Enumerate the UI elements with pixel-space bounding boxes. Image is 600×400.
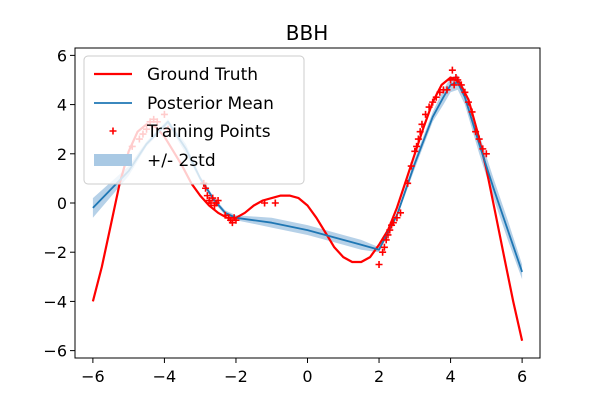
x-tick-label: 0 xyxy=(302,367,312,386)
training-point xyxy=(418,120,426,128)
training-point xyxy=(382,236,390,244)
training-point xyxy=(479,145,487,153)
legend-swatch-band xyxy=(94,154,132,166)
training-point xyxy=(411,147,419,155)
y-tick-label: 0 xyxy=(57,194,67,213)
training-point xyxy=(384,231,392,239)
training-point xyxy=(389,219,397,227)
y-tick-label: 6 xyxy=(57,46,67,65)
training-point xyxy=(203,192,211,200)
training-point xyxy=(393,214,401,222)
x-tick-label: −6 xyxy=(81,367,105,386)
training-point xyxy=(457,81,465,89)
training-point xyxy=(214,197,222,205)
training-point xyxy=(450,81,458,89)
x-tick-label: 2 xyxy=(374,367,384,386)
training-point xyxy=(422,110,430,118)
x-tick-label: −2 xyxy=(224,367,248,386)
x-tick-label: 6 xyxy=(517,367,527,386)
training-point xyxy=(482,150,490,158)
y-tick-label: −6 xyxy=(43,342,67,361)
training-point xyxy=(468,108,476,116)
training-point xyxy=(436,88,444,96)
training-point xyxy=(232,216,240,224)
training-point xyxy=(443,86,451,94)
y-tick-label: 2 xyxy=(57,145,67,164)
training-point xyxy=(397,209,404,217)
training-point xyxy=(221,211,229,219)
training-point xyxy=(447,76,455,84)
x-tick-label: 4 xyxy=(445,367,455,386)
training-point xyxy=(454,76,462,84)
training-point xyxy=(448,66,456,74)
legend-box xyxy=(83,55,305,185)
training-point xyxy=(379,248,387,256)
y-tick-label: −2 xyxy=(43,243,67,262)
training-point xyxy=(404,179,412,187)
y-tick-label: −4 xyxy=(43,292,67,311)
training-point xyxy=(414,135,422,143)
x-axis-ticks: −6 −4 −2 0 2 4 6 xyxy=(81,358,527,386)
training-point xyxy=(407,162,415,170)
training-point xyxy=(375,261,383,269)
training-point xyxy=(202,184,210,192)
training-point xyxy=(429,98,437,106)
training-point xyxy=(271,199,279,207)
training-point xyxy=(380,243,388,251)
legend-swatch-training-points xyxy=(109,127,117,135)
y-axis-ticks: −6 −4 −2 0 2 4 6 xyxy=(43,46,75,361)
training-point xyxy=(461,88,469,96)
legend-label: Ground Truth xyxy=(147,65,258,85)
training-point xyxy=(261,199,269,207)
training-point xyxy=(209,194,217,202)
training-point xyxy=(464,98,472,106)
training-point xyxy=(386,226,394,234)
legend-label: +/- 2std xyxy=(147,151,216,171)
training-point xyxy=(413,142,421,150)
training-point xyxy=(416,128,424,136)
training-point xyxy=(432,93,440,101)
training-point xyxy=(228,219,236,227)
chart-title: BBH xyxy=(286,21,328,45)
training-point xyxy=(425,103,433,111)
legend-label: Posterior Mean xyxy=(147,94,274,114)
x-tick-label: −4 xyxy=(153,367,177,386)
legend: Ground Truth Posterior Mean Training Point… xyxy=(83,55,305,185)
y-tick-label: 4 xyxy=(57,96,67,115)
training-point xyxy=(472,128,480,136)
legend-label: Training Points xyxy=(146,122,271,142)
training-point xyxy=(475,135,483,143)
